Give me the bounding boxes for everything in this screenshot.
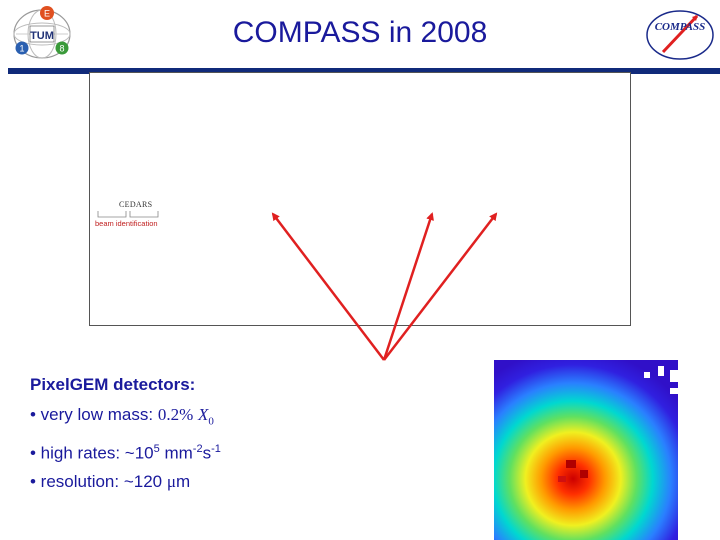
cedars-label: CEDARS (119, 200, 153, 209)
page-title: COMPASS in 2008 (232, 16, 488, 49)
beam-profile-heatmap (494, 360, 678, 540)
bullet-mass: • very low mass: 0.2% X0 (30, 405, 214, 428)
bullet-rates: • high rates: ~105 mm-2s-1 (30, 443, 221, 464)
bullet-resolution: • resolution: ~120 μm (30, 472, 191, 492)
compass-logo: COMPASS (646, 10, 714, 60)
beam-identification-label: beam identification (95, 219, 158, 228)
logo-letter-1: 1 (19, 44, 24, 54)
tum-logo: E TUM 1 8 (13, 6, 71, 59)
compass-logo-text: COMPASS (655, 21, 706, 33)
detector-description: PixelGEM detectors: • very low mass: 0.2… (30, 375, 470, 496)
logo-letter-e: E (44, 9, 50, 19)
logo-letter-8: 8 (59, 44, 64, 54)
spectrometer-diagram: CEDARS beam identification (89, 72, 631, 326)
header-rule (8, 68, 720, 74)
logo-letter-tum: TUM (30, 30, 54, 42)
section-heading: PixelGEM detectors: (30, 375, 196, 394)
cedars-bracket (97, 211, 159, 218)
